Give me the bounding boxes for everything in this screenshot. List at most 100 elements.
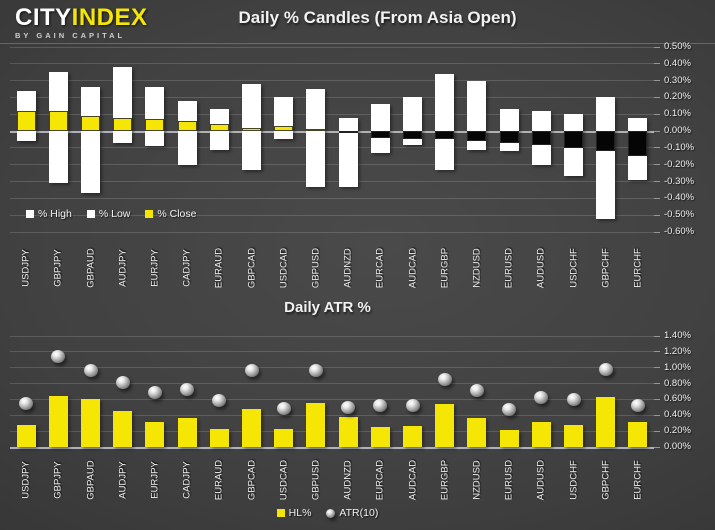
legend-high-label: % High (38, 208, 72, 220)
candle-close-segment (113, 117, 133, 132)
gridline (10, 80, 654, 82)
candle-close-segment (628, 131, 648, 157)
hl-bar (177, 417, 197, 447)
candles-plot-area (10, 46, 654, 233)
legend-close-label: % Close (157, 208, 197, 220)
y-axis-tick-mark (654, 446, 660, 448)
candle-range-bar (274, 97, 294, 140)
atr-sphere (19, 396, 34, 410)
y-tick-label: 0.00% (664, 441, 691, 452)
candles-chart-title: Daily % Candles (From Asia Open) (238, 8, 517, 27)
y-tick-label: -0.50% (664, 209, 695, 221)
gridline (10, 46, 654, 48)
y-tick-label: 1.20% (664, 345, 691, 357)
candles-pair-label: EURUSD (503, 247, 515, 289)
candles-y-axis: 0.50% 0.40% 0.30% 0.20% 0.10% 0.00% -0.10% -0.2… (654, 41, 714, 237)
candles-pair-label: EURJPY (149, 249, 161, 287)
atr-sphere (115, 376, 130, 390)
atr-pair-label: CADJPY (181, 461, 193, 499)
candle-close-segment (403, 131, 422, 140)
candle-close-segment (531, 131, 551, 145)
hl-bar (531, 422, 551, 447)
gridline (10, 446, 654, 449)
atr-chart-title: Daily ATR % (284, 299, 371, 316)
gridline (10, 231, 654, 233)
atr-legend: HL% ATR(10) (0, 507, 655, 519)
atr-sphere (566, 392, 581, 406)
candle-close-segment (338, 131, 358, 134)
candle-close-segment (48, 110, 68, 132)
candles-pair-label: AUDJPY (117, 249, 129, 287)
atr-sphere (244, 363, 259, 377)
candle-range-bar (177, 100, 197, 165)
y-tick-label: 0.80% (664, 377, 691, 389)
gridline (10, 414, 654, 416)
atr-pair-label: NZDUSD (471, 460, 483, 500)
hl-bar (145, 422, 165, 447)
y-tick-label: 0.50% (664, 41, 691, 52)
candles-pair-label: GBPCHF (600, 248, 612, 288)
atr-sphere (373, 399, 388, 413)
cityindex-logo: CITYINDEX BY GAIN CAPITAL (15, 4, 148, 41)
y-tick-label: -0.60% (664, 226, 695, 237)
y-tick-label: 1.40% (664, 330, 691, 341)
high-swatch-icon (26, 210, 34, 218)
legend-low-label: % Low (98, 208, 131, 220)
y-axis-tick-mark (654, 181, 660, 183)
atr-sphere (276, 402, 291, 416)
candle-range-bar (145, 87, 165, 147)
atr-sphere (630, 399, 645, 413)
candle-close-segment (467, 131, 487, 142)
candles-pair-label: EURCAD (374, 247, 386, 289)
hl-bar (467, 418, 487, 447)
candles-pair-label: USDJPY (20, 249, 32, 287)
candle-close-segment (499, 131, 519, 143)
candles-pair-label: USDCHF (568, 248, 579, 288)
y-axis-tick-mark (654, 164, 660, 166)
candle-range-bar (242, 84, 261, 170)
y-axis-tick-mark (654, 197, 660, 199)
y-axis-tick-mark (654, 398, 660, 400)
y-tick-label: 1.00% (664, 361, 691, 373)
y-axis-tick-mark (654, 46, 660, 48)
y-axis-tick-mark (654, 351, 660, 353)
y-axis-tick-mark (654, 214, 660, 216)
gridline (10, 113, 654, 115)
y-tick-label: 0.30% (664, 74, 691, 86)
hl-bar (596, 397, 616, 447)
atr-sphere (598, 362, 613, 376)
candles-pair-label: GBPAUD (85, 248, 96, 288)
atr-pair-label: AUDUSD (535, 459, 547, 501)
gridline (10, 214, 654, 216)
hl-bar (113, 411, 133, 447)
legend-item-high: % High (26, 208, 72, 220)
logo-city-text: CITY (15, 4, 72, 31)
low-swatch-icon (86, 210, 95, 218)
y-axis-tick-mark (654, 63, 660, 65)
atr-sphere (51, 350, 66, 364)
hl-bar (370, 427, 390, 447)
y-axis-tick-mark (654, 130, 660, 132)
candle-range-bar (435, 73, 455, 170)
legend-hl-label: HL% (288, 507, 312, 519)
candle-close-segment (177, 121, 197, 132)
hl-bar (274, 428, 294, 447)
atr-pair-label: EURAUD (213, 459, 225, 501)
atr-pair-label: USDCHF (568, 460, 579, 500)
atr-pair-label: GBPUSD (310, 459, 322, 501)
candle-close-segment (435, 131, 455, 140)
gridline (10, 367, 654, 369)
y-tick-label: 0.40% (664, 57, 691, 69)
header-divider (0, 43, 715, 44)
gridline (10, 164, 654, 166)
candles-pair-label: AUDCAD (407, 247, 418, 289)
gridline (10, 96, 654, 98)
candles-pair-label: GBPUSD (310, 247, 322, 289)
atr-sphere (437, 373, 452, 387)
atr-pair-label: EURCAD (374, 459, 386, 501)
atr-plot-area (10, 335, 654, 449)
y-axis-tick-mark (654, 147, 660, 149)
candle-close-segment (596, 131, 616, 152)
legend-item-close: % Close (145, 208, 196, 220)
